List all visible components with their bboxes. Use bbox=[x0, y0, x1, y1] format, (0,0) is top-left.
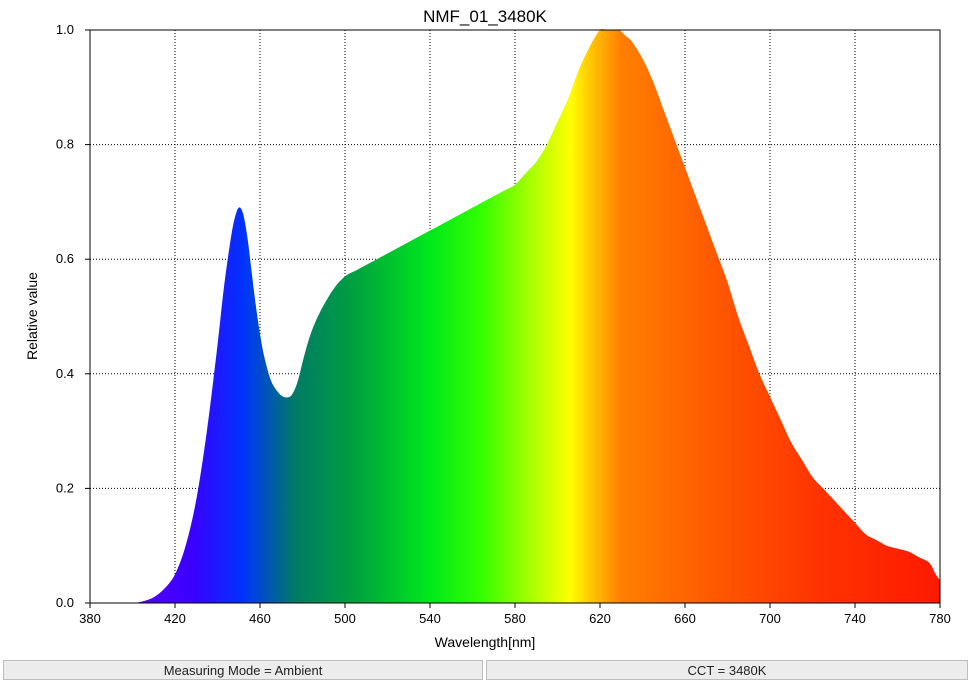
y-tick-label: 0.0 bbox=[56, 595, 74, 610]
x-tick-label: 380 bbox=[79, 611, 101, 626]
y-tick-label: 0.2 bbox=[56, 480, 74, 495]
x-tick-label: 620 bbox=[589, 611, 611, 626]
y-tick-label: 0.6 bbox=[56, 251, 74, 266]
y-axis-ticks: 0.0 0.2 0.4 0.6 0.8 1.0 bbox=[56, 22, 90, 610]
x-tick-label: 500 bbox=[334, 611, 356, 626]
x-tick-label: 420 bbox=[164, 611, 186, 626]
x-tick-label: 740 bbox=[844, 611, 866, 626]
measuring-mode-status: Measuring Mode = Ambient bbox=[3, 660, 483, 680]
y-axis-label: Relative value bbox=[24, 272, 40, 360]
x-tick-label: 660 bbox=[674, 611, 696, 626]
chart-title: NMF_01_3480K bbox=[423, 7, 547, 26]
x-tick-label: 540 bbox=[419, 611, 441, 626]
cct-status: CCT = 3480K bbox=[486, 660, 968, 680]
y-tick-label: 1.0 bbox=[56, 22, 74, 37]
y-tick-label: 0.8 bbox=[56, 137, 74, 152]
x-tick-label: 700 bbox=[759, 611, 781, 626]
spectrum-area bbox=[90, 28, 940, 604]
x-axis-ticks: 380 420 460 500 540 580 620 660 700 740 780 bbox=[79, 603, 951, 626]
x-tick-label: 780 bbox=[929, 611, 951, 626]
x-axis-label: Wavelength[nm] bbox=[435, 634, 536, 650]
x-tick-label: 580 bbox=[504, 611, 526, 626]
x-tick-label: 460 bbox=[249, 611, 271, 626]
status-bar: Measuring Mode = Ambient CCT = 3480K bbox=[0, 657, 970, 683]
spectrum-chart: 380 420 460 500 540 580 620 660 700 740 780 0.0 0.2… bbox=[24, 7, 951, 650]
y-tick-label: 0.4 bbox=[56, 366, 74, 381]
